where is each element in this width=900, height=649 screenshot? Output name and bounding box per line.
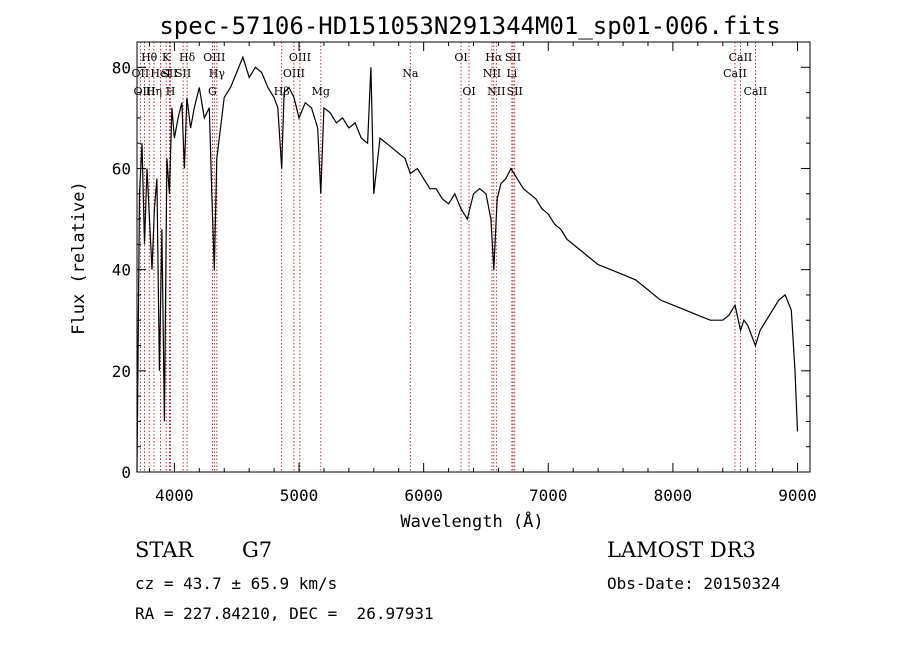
spectral-line-label: OIII [283,67,305,80]
spectral-line-label: Hη [146,85,162,98]
spectral-line-label: Hδ [179,51,196,64]
sky-coordinates: RA = 227.84210, DEC = 26.97931 [135,604,434,623]
plot-frame [136,41,811,473]
y-axis: 0 20 40 60 80 [112,41,810,482]
observation-date: Obs-Date: 20150324 [607,574,781,593]
spectral-line-label: Mg [312,85,330,98]
spectral-line-label: NII [483,67,501,80]
spectral-line-label: HeI [150,67,170,80]
x-tick-label: 6000 [404,486,443,505]
redshift-velocity: cz = 43.7 ± 65.9 km/s [135,574,338,593]
x-axis-label: Wavelength (Å) [400,510,543,532]
x-tick-label: 7000 [529,486,568,505]
spectral-line-label: G [208,85,217,98]
spectral-line-label: OIII [203,51,225,64]
x-tick-label: 8000 [654,486,693,505]
spectral-line-label: NII [487,85,505,98]
spectral-line-label: OI [462,85,475,98]
chart-title: spec-57106-HD151053N291344M01_sp01-006.f… [159,12,780,40]
y-tick-label: 0 [121,463,131,482]
spectral-line-label: Hθ [141,51,158,64]
spectral-line-label: OI [454,51,467,64]
spectral-line-label: SII [505,51,521,64]
spectral-line-label: SII [507,85,523,98]
object-subclass: G7 [242,538,273,562]
spectral-line-label: Hα [485,51,503,64]
x-tick-label: 5000 [280,486,319,505]
spectral-line-label: CaII [723,67,747,80]
object-type: STAR [135,538,194,562]
spectral-line-label: SII [175,67,191,80]
spectral-line-label: CaII [744,85,768,98]
x-tick-label: 9000 [778,486,817,505]
y-tick-label: 20 [112,362,131,381]
spectral-line-label: Hβ [274,85,290,98]
spectral-line-label: K [162,51,171,64]
y-axis-label: Flux (relative) [69,181,89,335]
y-tick-label: 80 [112,58,131,77]
y-tick-label: 40 [112,261,131,280]
y-tick-label: 60 [112,159,131,178]
spectral-line-label: Hγ [209,67,226,80]
spectral-line-label: OIII [133,85,155,98]
spectral-line-label: H [166,85,176,98]
spectral-line-label: CaII [729,51,753,64]
spectrum-line [136,55,799,473]
spectral-line-label: Na [402,67,419,80]
spectral-line-label: Li [506,67,517,80]
spectral-line-label: OII [132,67,150,80]
survey-name: LAMOST DR3 [607,538,756,562]
spectral-line-label: SII [161,67,177,80]
x-axis: 4000 5000 6000 7000 8000 9000 [148,42,817,505]
spectral-line-label: OIII [289,51,311,64]
x-tick-label: 4000 [155,486,194,505]
